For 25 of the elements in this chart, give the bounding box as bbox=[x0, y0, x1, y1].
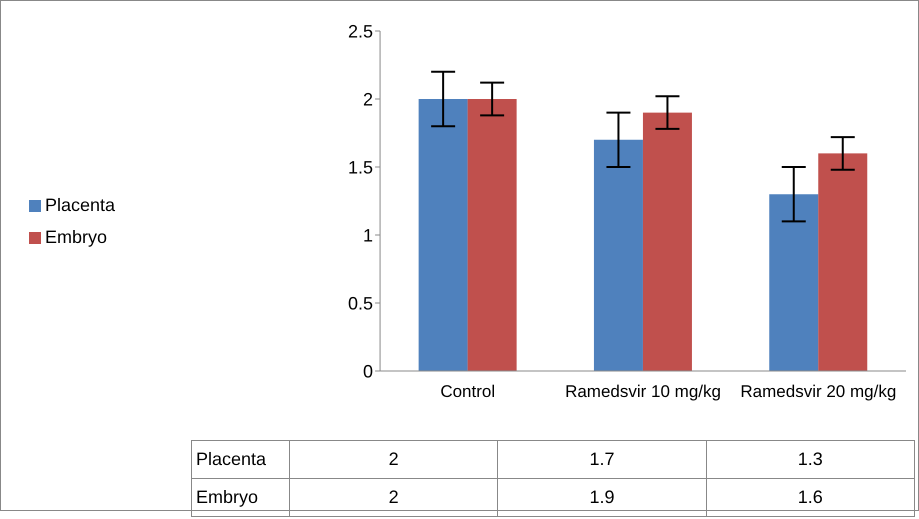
y-tick-label: 1 bbox=[363, 225, 374, 246]
x-tick-label: Ramedsvir 20 mg/kg bbox=[740, 382, 896, 402]
data-label: 1.9 bbox=[498, 478, 706, 516]
data-label: 1.3 bbox=[706, 440, 914, 478]
text: Embryo bbox=[196, 487, 258, 507]
bar bbox=[642, 112, 692, 371]
y-tick-label: 2.5 bbox=[348, 21, 374, 42]
legend-label: Embryo bbox=[45, 227, 108, 247]
x-tick-label: Ramedsvir 10 mg/kg bbox=[565, 382, 721, 402]
x-tick-label: Control bbox=[440, 382, 496, 402]
legend-label: Placenta bbox=[45, 195, 116, 215]
y-tick-label: 1.5 bbox=[348, 157, 374, 178]
data-label: 1.7 bbox=[498, 440, 706, 478]
text: Placenta bbox=[196, 449, 266, 469]
y-tick-label: 0 bbox=[363, 361, 374, 382]
bar bbox=[769, 194, 818, 371]
bar bbox=[594, 140, 643, 371]
y-tick-label: 2 bbox=[363, 89, 374, 110]
y-tick-label: 0.5 bbox=[348, 293, 374, 314]
data-label: 2 bbox=[290, 478, 498, 516]
bar bbox=[818, 153, 868, 371]
bar bbox=[468, 99, 517, 371]
bar bbox=[418, 99, 468, 371]
data-label: 1.6 bbox=[706, 478, 914, 516]
data-label: 2 bbox=[290, 440, 498, 478]
